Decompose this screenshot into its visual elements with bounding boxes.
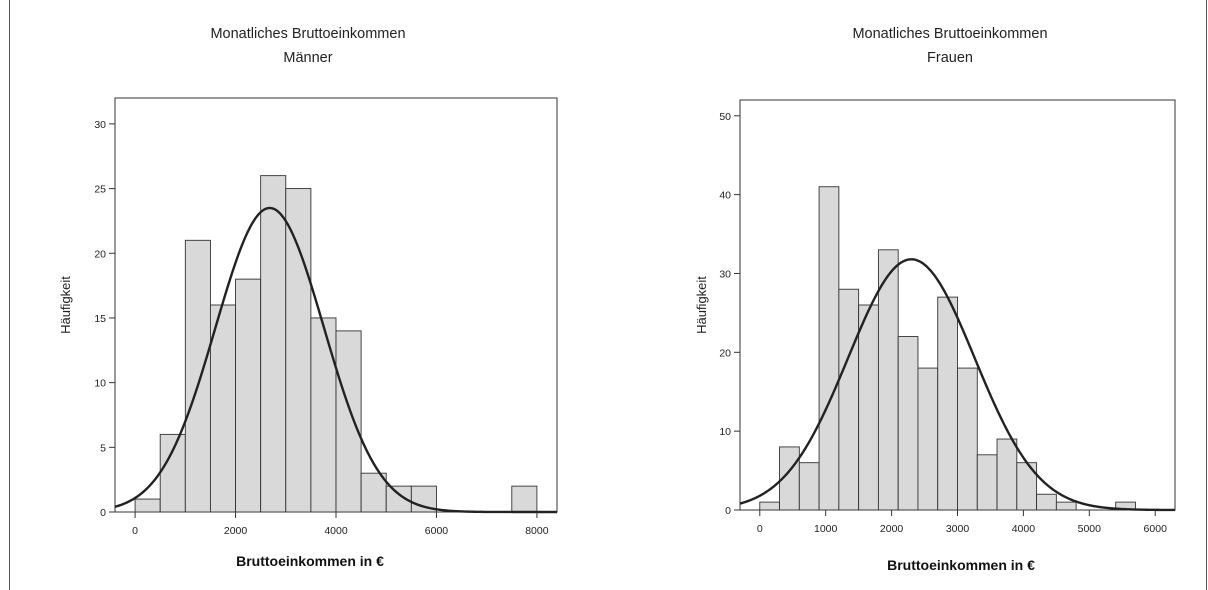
histogram-bar [877,249,899,511]
histogram-bar [917,367,939,511]
histogram-bar [235,278,262,513]
plot-area-women: 0 10 20 30 40 50 0 1000 2000 3000 4000 5000 6000 [719,99,1176,535]
x-tick-label: 6000 [1144,523,1168,535]
normal-curve [739,258,1176,512]
x-tick-label: 2000 [880,523,904,535]
histogram-bar [310,317,337,513]
chart-title-men: Monatliches Bruttoeinkommen [210,26,405,42]
y-tick-label: 0 [100,507,106,519]
y-axis-label-women: Häufigkeit [694,276,709,334]
y-tick-label: 15 [94,313,106,325]
y-tick-label: 40 [719,190,731,202]
x-tick-label: 3000 [946,523,970,535]
y-tick-label: 50 [719,111,731,123]
y-tick-label: 5 [100,442,106,454]
x-axis-label-men: Bruttoeinkommen in € [236,553,384,569]
histogram-bar [285,188,312,513]
y-tick-label: 25 [94,184,106,196]
histogram-panel-men: Monatliches Bruttoeinkommen Männer Häufi… [58,26,558,569]
x-tick-label: 4000 [324,525,348,537]
histogram-bar [134,498,161,513]
y-axis-label-men: Häufigkeit [58,276,73,334]
plot-area-men: 0 5 10 15 20 25 30 0 2000 4000 6000 8000 [94,97,558,537]
histogram-bar [335,330,362,513]
histogram-bar [184,239,211,513]
y-tick-label: 0 [725,505,731,517]
x-axis-label-women: Bruttoeinkommen in € [887,557,1035,573]
x-tick-label: 0 [757,523,763,535]
y-tick-label: 20 [94,248,106,260]
histogram-bar [798,462,820,511]
chart-subtitle-women: Frauen [927,50,973,66]
normal-curve [114,206,557,514]
x-tick-label: 4000 [1012,523,1036,535]
y-tick-label: 20 [719,347,731,359]
y-tick-label: 10 [719,426,731,438]
y-tick-label: 10 [94,378,106,390]
chart-subtitle-men: Männer [283,50,332,66]
histogram-bar [159,433,186,513]
histogram-bar [838,288,860,511]
figure-frame [9,0,1207,590]
x-tick-label: 0 [132,525,138,537]
histogram-bar [209,304,236,513]
histogram-bar [1055,501,1077,511]
histogram-bar [996,438,1018,511]
histogram-panel-women: Monatliches Bruttoeinkommen Frauen Häufi… [694,26,1176,573]
x-tick-label: 2000 [224,525,248,537]
histogram-bar [957,367,978,511]
histogram-bar [260,175,287,513]
histogram-bar [360,472,387,513]
histogram-bar [511,485,538,513]
y-tick-label: 30 [94,119,106,131]
histogram-bar [818,186,840,511]
chart-title-women: Monatliches Bruttoeinkommen [852,26,1047,42]
histogram-bar [897,336,919,511]
histogram-bar [858,304,879,511]
histogram-bar [976,454,998,511]
x-tick-label: 6000 [425,525,449,537]
histogram-bar [759,501,780,511]
histogram-bar [1036,493,1057,511]
x-tick-label: 5000 [1078,523,1102,535]
x-tick-label: 8000 [525,525,549,537]
x-tick-label: 1000 [814,523,838,535]
histogram-bar [937,296,958,511]
y-tick-label: 30 [719,268,731,280]
